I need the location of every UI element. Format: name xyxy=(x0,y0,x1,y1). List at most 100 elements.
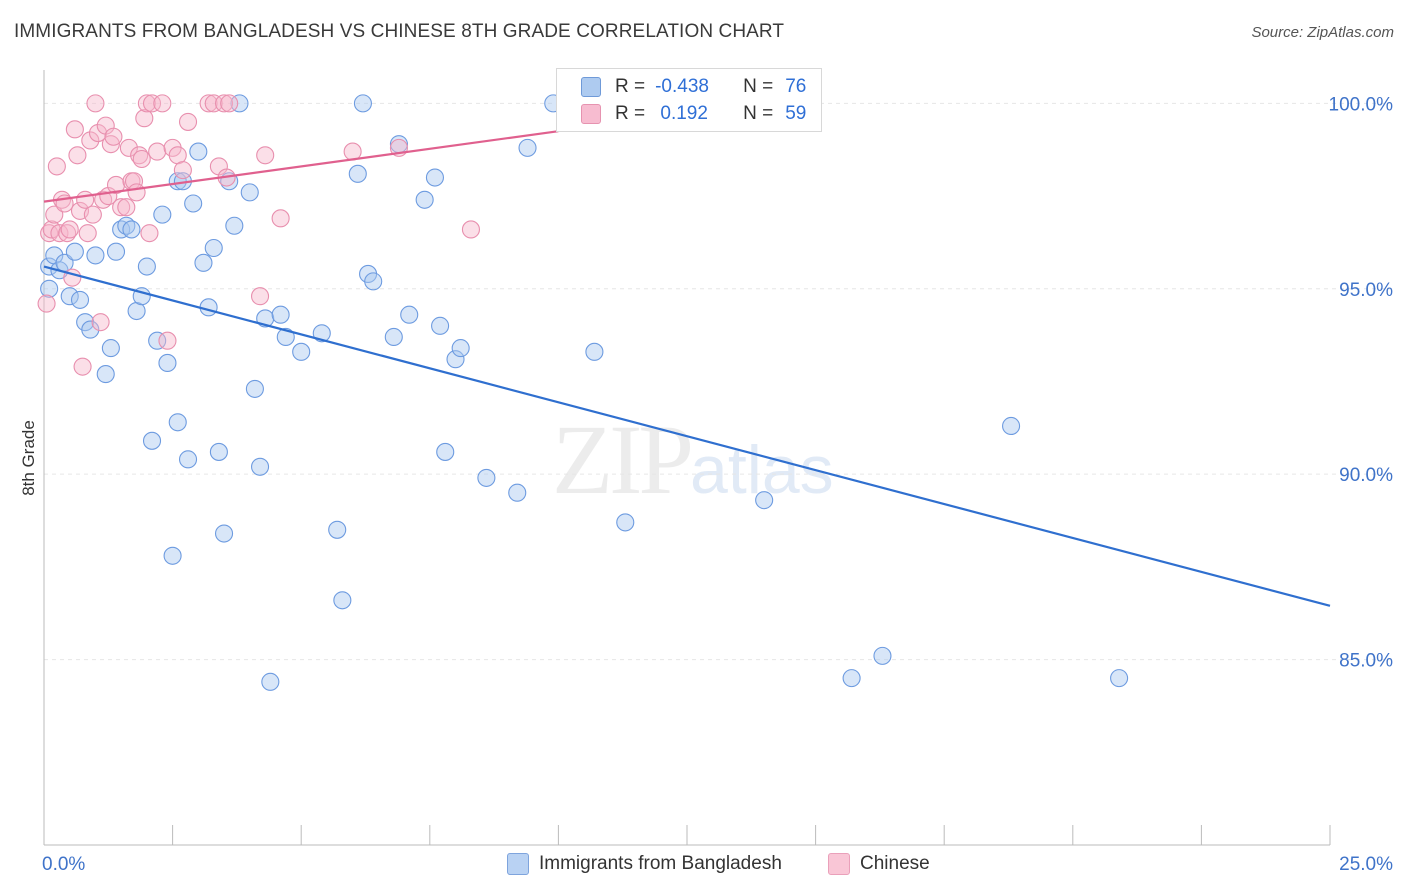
bangladesh-point xyxy=(65,242,84,261)
r-value: -0.438 xyxy=(655,76,709,97)
chinese-point xyxy=(81,131,100,150)
bangladesh-point xyxy=(142,431,162,450)
bangladesh-point xyxy=(616,513,635,532)
chinese-point xyxy=(256,146,275,165)
y-tick-label: 90.0% xyxy=(1339,465,1393,486)
bangladesh-point xyxy=(755,491,774,510)
chinese-point xyxy=(37,294,56,313)
chinese-point xyxy=(45,205,64,224)
bangladesh-point xyxy=(209,442,228,461)
bangladesh-point xyxy=(250,457,270,476)
chinese-point xyxy=(132,149,151,169)
bangladesh-point xyxy=(230,94,249,113)
r-label: R = xyxy=(615,76,646,97)
bangladesh-point xyxy=(436,442,455,461)
bangladesh-point xyxy=(225,216,244,235)
chinese-point xyxy=(199,94,218,113)
watermark-zip: ZIP xyxy=(552,404,694,515)
n-label: N = xyxy=(743,103,774,124)
n-value: 76 xyxy=(785,76,807,97)
n-value: 59 xyxy=(785,103,807,124)
chinese-point xyxy=(88,123,108,143)
bangladesh-trend-line xyxy=(43,265,1331,607)
bangladesh-point xyxy=(148,331,167,350)
legend-item-bangladesh[interactable]: Immigrants from Bangladesh xyxy=(507,852,782,876)
bangladesh-point xyxy=(101,339,120,358)
chinese-point xyxy=(250,287,270,306)
legend-item-chinese[interactable]: Chinese xyxy=(828,852,930,876)
chinese-point xyxy=(127,183,146,202)
chinese-point xyxy=(140,224,159,243)
bangladesh-point xyxy=(189,142,208,161)
chinese-point xyxy=(91,313,110,332)
chinese-point xyxy=(60,220,79,239)
chinese-point xyxy=(204,94,223,113)
bangladesh-point xyxy=(106,242,126,261)
bangladesh-point xyxy=(518,138,537,157)
bangladesh-point xyxy=(178,450,198,469)
source-note: Source: ZipAtlas.com xyxy=(1251,24,1394,41)
bangladesh-point xyxy=(431,316,450,335)
bangladesh-point xyxy=(96,365,115,384)
bangladesh-point xyxy=(328,520,347,539)
bangladesh-legend-label: Immigrants from Bangladesh xyxy=(539,853,782,874)
bangladesh-point xyxy=(425,168,444,187)
stats-legend: R = -0.438 N = 76 R = 0.192 N = 59 xyxy=(556,68,822,132)
chinese-point xyxy=(83,205,102,224)
bangladesh-point xyxy=(122,220,141,239)
chinese-point xyxy=(271,209,290,228)
bangladesh-point xyxy=(400,305,419,324)
bangladesh-point xyxy=(168,413,187,432)
chinese-point xyxy=(119,138,138,157)
bangladesh-point xyxy=(194,253,213,272)
bangladesh-point xyxy=(40,279,59,298)
chinese-point xyxy=(112,198,131,217)
bangladesh-point xyxy=(204,238,223,258)
bangladesh-point xyxy=(184,194,203,213)
bangladesh-point xyxy=(153,205,172,224)
stats-legend-row-chinese: R = 0.192 N = 59 xyxy=(581,102,806,126)
bangladesh-point xyxy=(842,669,861,688)
bangladesh-point xyxy=(276,327,295,347)
bangladesh-point xyxy=(292,342,311,361)
chinese-point xyxy=(73,357,92,376)
y-axis-label: 8th Grade xyxy=(19,420,38,496)
y-tick-label: 95.0% xyxy=(1339,280,1393,301)
bangladesh-point xyxy=(364,272,383,291)
chinese-point xyxy=(461,220,481,239)
chinese-point xyxy=(101,135,120,154)
bangladesh-swatch xyxy=(581,77,601,97)
bangladesh-point xyxy=(245,379,264,398)
bangladesh-point xyxy=(477,468,496,487)
bangladesh-point xyxy=(271,305,290,324)
x-tick-label: 25.0% xyxy=(1339,854,1393,875)
bangladesh-point xyxy=(508,483,527,502)
bangladesh-point xyxy=(348,164,367,183)
chinese-point xyxy=(142,94,162,113)
chinese-point xyxy=(78,224,97,243)
chinese-point xyxy=(50,224,69,243)
bangladesh-point xyxy=(873,646,892,665)
chinese-legend-swatch xyxy=(828,853,850,875)
bangladesh-point xyxy=(451,339,470,358)
watermark: ZIPatlas xyxy=(552,402,834,517)
chinese-point xyxy=(117,198,136,217)
bangladesh-point xyxy=(70,290,90,309)
bangladesh-point xyxy=(1110,669,1129,688)
bangladesh-point xyxy=(158,353,177,372)
chinese-point xyxy=(214,94,234,113)
bangladesh-point xyxy=(81,320,100,339)
bangladesh-legend-swatch xyxy=(507,853,529,875)
chinese-point xyxy=(106,175,126,195)
chinese-point xyxy=(68,146,87,165)
chinese-point xyxy=(158,331,177,350)
chinese-point xyxy=(148,142,167,161)
chinese-point xyxy=(220,94,239,113)
bangladesh-point xyxy=(384,327,403,347)
bangladesh-point xyxy=(60,287,79,306)
chinese-trend-line xyxy=(43,130,559,203)
chinese-swatch xyxy=(581,104,601,124)
bangladesh-point xyxy=(40,257,59,276)
bangladesh-point xyxy=(446,350,465,369)
